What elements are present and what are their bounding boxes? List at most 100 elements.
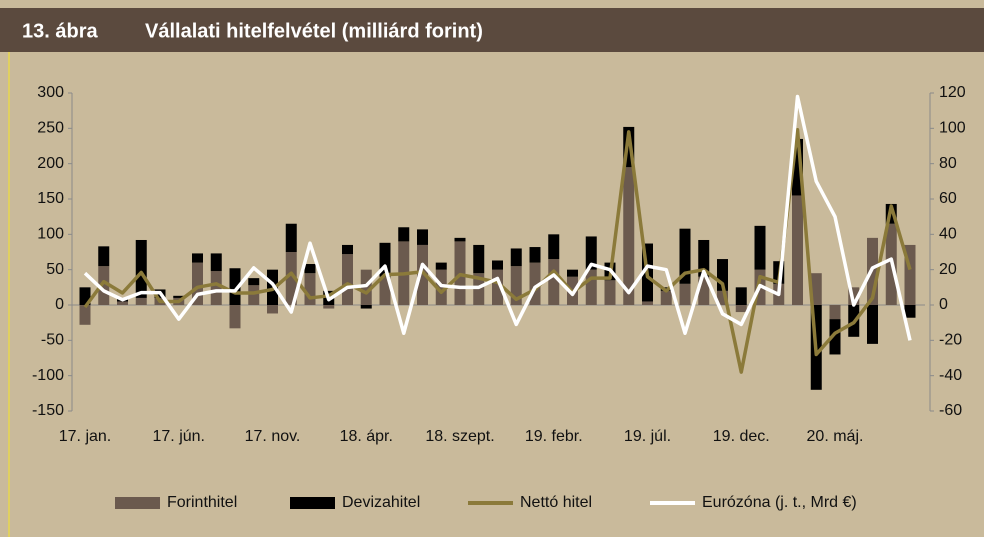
bar [698,276,710,305]
bar [135,239,147,298]
bar [323,305,335,309]
x-tick-label: 17. jan. [59,428,111,445]
x-tick-label: 20. máj. [807,428,864,445]
y-tick-label: 50 [46,261,64,278]
legend-label: Forinthitel [167,494,237,511]
bar [792,195,803,305]
bar [735,305,747,313]
bar [567,269,578,277]
bar [79,305,91,325]
legend-label: Eurózóna (j. t., Mrd €) [702,494,857,511]
bar [604,280,616,305]
bar [267,305,278,314]
bar [510,266,522,305]
y2-tick-label: 20 [939,261,957,278]
bar [585,236,597,270]
bar [473,273,485,305]
bar [360,305,372,309]
bar [660,290,672,305]
bar [304,273,316,305]
x-tick-label: 19. júl. [624,428,671,445]
y2-tick-label: 100 [939,120,966,137]
bar [717,259,728,291]
bar [192,253,203,263]
y-tick-label: -50 [41,332,64,349]
legend-swatch [290,497,335,509]
bar [342,244,353,255]
bar [379,242,391,277]
y-tick-label: -100 [32,367,64,384]
y2-tick-label: -20 [939,332,962,349]
bar [98,246,110,267]
bar [529,247,541,263]
line [83,94,912,341]
bar [492,260,503,270]
bar [810,273,822,305]
bar [548,234,560,260]
bar [679,283,691,305]
y-tick-label: 100 [37,226,64,243]
bar [735,287,747,305]
y-tick-label: 0 [55,296,64,313]
bar [904,244,916,305]
bar [79,287,91,305]
x-tick-label: 17. nov. [245,428,301,445]
bar [398,227,410,242]
bar [698,239,710,277]
bar [229,305,241,329]
bar [417,244,428,305]
y-tick-label: -150 [32,402,64,419]
bar [248,278,260,286]
bar [360,269,372,305]
bar [135,297,147,305]
y2-tick-label: 60 [939,190,957,207]
bar [379,276,391,305]
chart-title: Vállalati hitelfelvétel (milliárd forint… [145,20,483,42]
bar [548,259,560,305]
y-tick-label: 300 [37,84,64,101]
bar [473,244,485,274]
y2-tick-label: 0 [939,296,948,313]
bar [285,223,297,252]
bar [848,287,860,305]
bar [679,228,691,284]
bar [417,229,428,245]
y2-tick-label: -40 [939,367,962,384]
bar [435,262,447,270]
x-tick-label: 18. ápr. [340,428,393,445]
bar [192,262,203,305]
bar [304,264,316,274]
y-tick-label: 200 [37,155,64,172]
bar [173,295,185,298]
y2-tick-label: 120 [939,84,966,101]
x-tick-label: 19. dec. [713,428,770,445]
bar [829,305,841,320]
bar [210,253,222,272]
bar [642,301,653,305]
bar [623,167,635,305]
bar [210,271,222,305]
legend-label: Devizahitel [342,494,420,511]
bar [585,269,597,305]
bar [342,254,353,305]
bar [98,266,110,305]
bar [904,305,916,318]
bar [117,301,128,305]
title-bar [0,8,984,52]
bar [754,225,766,270]
bar [529,262,541,305]
y2-tick-label: 80 [939,155,957,172]
legend-swatch [115,497,160,509]
bar [454,237,466,242]
bar [792,138,803,196]
x-tick-label: 17. jún. [153,428,205,445]
bar [435,269,447,305]
bar [229,268,241,305]
bar [717,290,728,305]
bar [867,305,878,344]
x-tick-label: 18. szept. [425,428,494,445]
y-tick-label: 250 [37,120,64,137]
figure-label: 13. ábra [22,20,98,42]
y2-tick-label: -60 [939,402,962,419]
